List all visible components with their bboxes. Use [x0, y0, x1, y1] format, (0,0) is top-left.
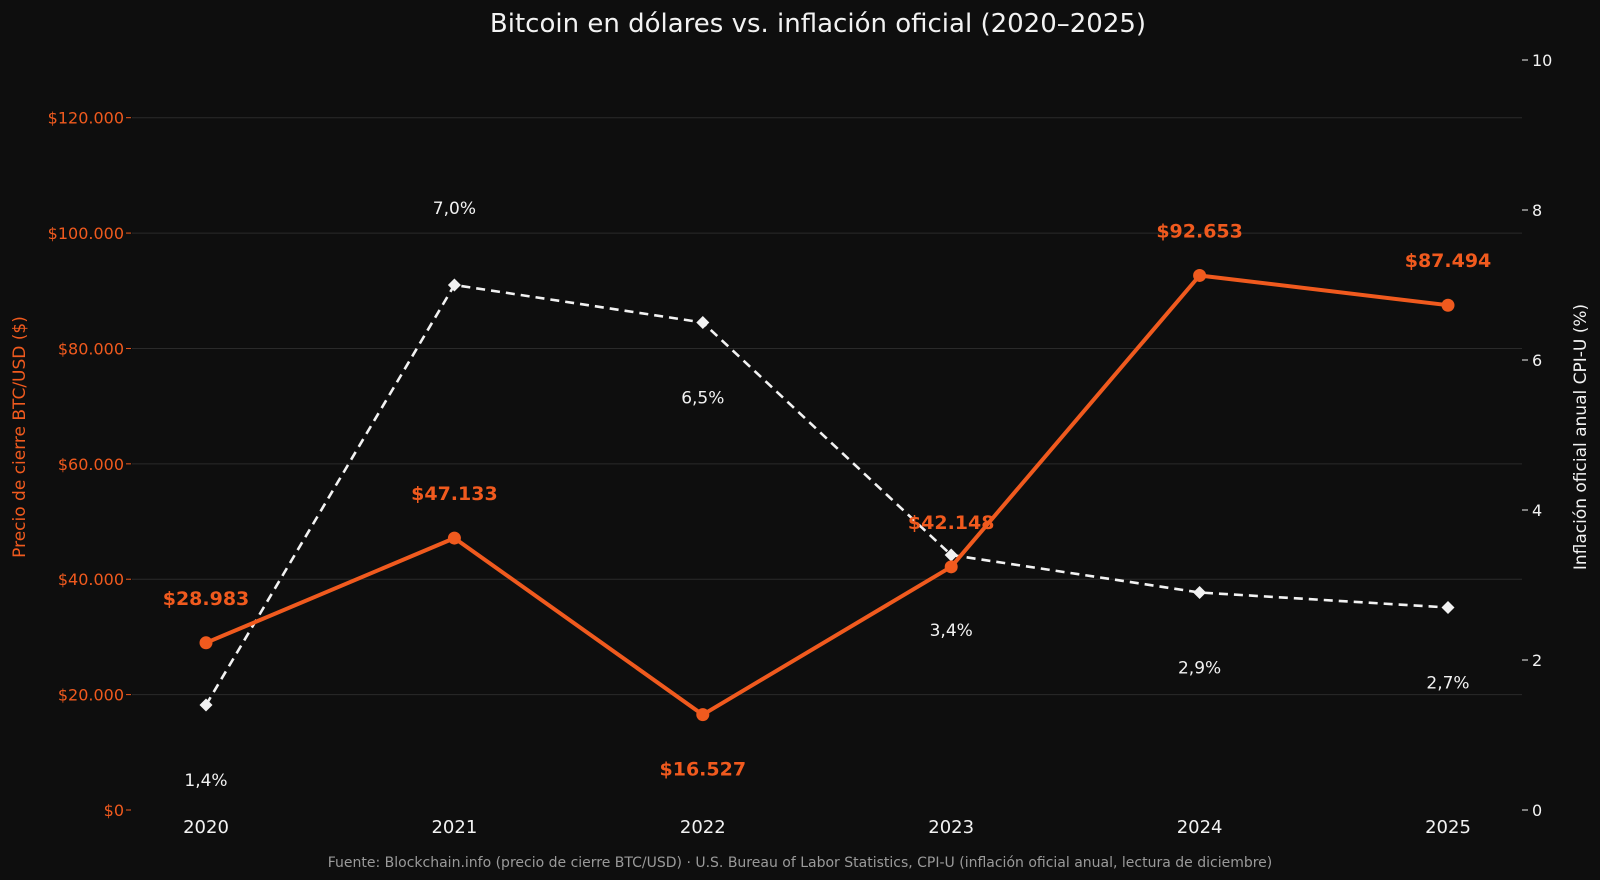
x-tick-label: 2021 [431, 817, 477, 838]
right-axis-label: Inflación oficial anual CPI-U (%) [1571, 304, 1591, 570]
btc-data-label: $47.133 [411, 483, 498, 505]
left-tick-label: $80.000 [58, 339, 124, 358]
cpi-point [199, 698, 213, 712]
cpi-data-label: 2,9% [1178, 659, 1221, 679]
cpi-data-label: 6,5% [681, 389, 724, 409]
x-tick-label: 2025 [1425, 817, 1471, 838]
left-tick-label: $20.000 [58, 686, 124, 705]
right-axis: 0 2 4 6 8 10 [1522, 51, 1552, 820]
x-axis: 2020 2021 2022 2023 2024 2025 [183, 817, 1471, 838]
left-axis: $0 $20.000 $40.000 $60.000 $80.000 $100.000 $1… [48, 109, 131, 820]
btc-data-label: $42.148 [908, 512, 995, 534]
left-tick-label: $0 [104, 801, 124, 820]
cpi-data-label: 7,0% [433, 199, 476, 219]
btc-data-label: $28.983 [163, 588, 250, 610]
right-tick-label: 0 [1532, 801, 1542, 820]
cpi-data-label: 1,4% [184, 771, 227, 791]
left-axis-label: Precio de cierre BTC/USD ($) [10, 316, 30, 558]
cpi-point [944, 548, 958, 562]
left-tick-label: $120.000 [48, 109, 124, 128]
right-tick-label: 2 [1532, 651, 1542, 670]
right-tick-label: 4 [1532, 501, 1542, 520]
left-tick-label: $60.000 [58, 455, 124, 474]
right-tick-label: 10 [1532, 51, 1552, 70]
right-tick-label: 6 [1532, 351, 1542, 370]
cpi-point [696, 316, 710, 329]
cpi-point [1193, 586, 1207, 599]
btc-data-label: $92.653 [1156, 220, 1243, 242]
x-tick-label: 2024 [1177, 817, 1223, 838]
left-tick-label: $40.000 [58, 570, 124, 589]
btc-data-label: $16.527 [660, 759, 747, 781]
cpi-point [1441, 601, 1455, 614]
grid-lines [132, 117, 1522, 696]
x-tick-label: 2022 [680, 817, 726, 838]
x-tick-label: 2023 [928, 817, 974, 838]
btc-point [944, 560, 958, 574]
series-layer [199, 268, 1455, 722]
btc-data-label: $87.494 [1405, 250, 1492, 272]
btc-price-line [205, 273, 1449, 717]
source-note: Fuente: Blockchain.info (precio de cierr… [328, 855, 1273, 871]
x-tick-label: 2020 [183, 817, 229, 838]
chart-title: Bitcoin en dólares vs. inflación oficial… [490, 9, 1146, 39]
btc-point [1441, 298, 1455, 312]
cpi-data-label: 2,7% [1426, 674, 1469, 694]
data-label-layer: 1,4% 7,0% 6,5% 3,4% 2,9% 2,7% $28.983 $47.133 $1… [163, 199, 1492, 791]
cpi-point [447, 278, 461, 292]
cpi-data-label: 3,4% [930, 621, 973, 641]
left-tick-label: $100.000 [48, 224, 124, 243]
right-tick-label: 8 [1532, 201, 1542, 220]
btc-point [447, 531, 461, 545]
btc-point [199, 636, 213, 650]
cpi-inflation-line [204, 283, 1449, 706]
btc-point [1193, 268, 1207, 282]
btc-point [696, 708, 710, 722]
